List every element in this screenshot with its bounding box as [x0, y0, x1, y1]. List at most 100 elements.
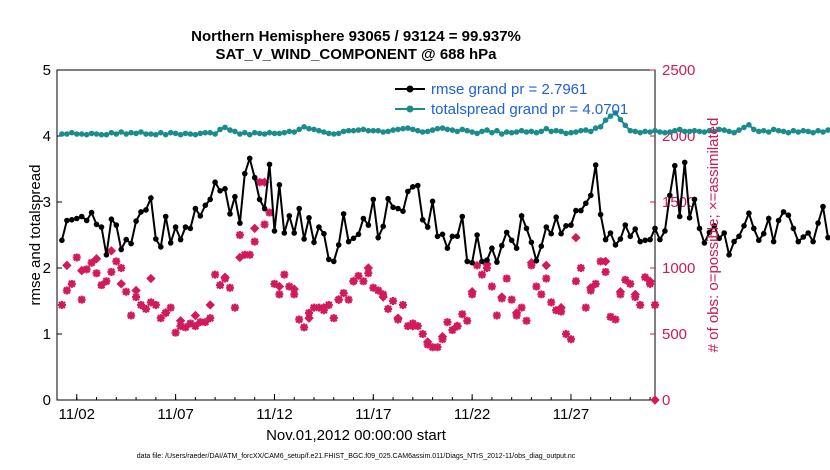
possible-obs-marker — [333, 294, 344, 305]
assimilated-obs-marker — [122, 287, 131, 296]
y-axis-left: 0 1 2 3 4 5 — [43, 62, 62, 409]
assimilated-obs-marker — [77, 295, 86, 304]
series-point — [321, 129, 327, 135]
assimilated-obs-cross — [601, 267, 610, 276]
assimilated-obs-marker — [290, 290, 299, 299]
possible-obs-marker — [146, 273, 156, 284]
assimilated-obs-marker — [532, 282, 541, 291]
series-point — [103, 131, 110, 138]
assimilated-obs-marker — [507, 295, 516, 304]
assimilated-obs-cross — [606, 312, 615, 321]
series-point — [770, 238, 777, 245]
assimilated-obs-cross — [492, 311, 501, 320]
series-point — [508, 237, 515, 244]
assimilated-obs-cross — [487, 282, 496, 291]
assimilated-obs-cross — [636, 300, 645, 309]
assimilated-obs-cross — [309, 303, 318, 312]
series-point — [780, 209, 787, 215]
series-point — [158, 244, 164, 250]
series-point — [474, 232, 480, 238]
assimilated-obs-marker — [250, 237, 259, 246]
series-point — [494, 127, 500, 134]
series-point — [78, 131, 85, 137]
assimilated-obs-marker — [82, 265, 91, 274]
series-point — [385, 128, 391, 135]
assimilated-obs-cross — [127, 311, 136, 320]
series-point — [736, 127, 742, 133]
possible-obs-marker — [556, 302, 566, 313]
series-point — [360, 126, 367, 133]
series-point — [415, 127, 421, 134]
possible-obs-marker — [249, 223, 260, 234]
series-point — [182, 224, 189, 230]
series-point — [489, 129, 495, 136]
assimilated-obs-cross — [502, 274, 511, 283]
series-point — [785, 212, 792, 218]
series-point — [676, 213, 683, 220]
assimilated-obs-cross — [384, 304, 393, 313]
series-point — [657, 129, 663, 135]
assimilated-obs-cross — [537, 290, 546, 299]
assimilated-obs-cross — [156, 314, 165, 323]
series-point — [335, 130, 342, 137]
series-point — [217, 188, 223, 194]
series-point — [108, 216, 115, 222]
assimilated-obs-marker — [403, 322, 412, 331]
possible-obs-marker — [274, 281, 285, 292]
assimilated-obs-marker — [636, 300, 645, 309]
series-point — [261, 131, 268, 137]
series-point — [251, 129, 258, 136]
assimilated-obs-cross — [176, 322, 185, 331]
series-point — [291, 230, 298, 236]
series-point — [271, 130, 278, 137]
assimilated-obs-cross — [141, 304, 150, 313]
assimilated-obs-cross — [102, 277, 111, 286]
assimilated-obs-marker — [448, 326, 457, 335]
series-point — [197, 130, 204, 137]
assimilated-obs-marker — [389, 297, 398, 305]
assimilated-obs-marker — [305, 308, 314, 317]
assimilated-obs-marker — [329, 314, 338, 323]
assimilated-obs-marker — [492, 311, 501, 320]
series-point — [429, 198, 436, 205]
series-point — [281, 230, 288, 236]
series-point — [494, 259, 500, 265]
assimilated-obs-marker — [196, 318, 205, 327]
assimilated-obs-marker — [428, 343, 437, 352]
assimilated-obs-cross — [591, 279, 600, 288]
assimilated-obs-cross — [359, 277, 368, 286]
series-point — [538, 243, 545, 249]
series-point — [746, 210, 752, 216]
assimilated-obs-marker — [280, 270, 289, 279]
series-point — [266, 129, 273, 136]
series-point — [780, 128, 787, 135]
series-point — [227, 211, 233, 217]
series-point — [543, 224, 550, 230]
assimilated-obs-marker — [596, 257, 605, 266]
series-point — [232, 128, 238, 135]
series-point — [113, 222, 120, 228]
possible-obs-marker — [467, 287, 477, 297]
series-point — [469, 259, 475, 266]
x-tick-label: 11/02 — [59, 406, 95, 423]
assimilated-obs-marker — [626, 279, 635, 288]
series-point — [237, 131, 243, 137]
assimilated-obs-marker — [433, 343, 442, 352]
possible-obs-marker — [408, 321, 418, 331]
assimilated-obs-marker — [137, 300, 146, 309]
assimilated-obs-marker — [166, 303, 175, 312]
series-point — [123, 236, 129, 243]
chart-title-line1: Northern Hemisphere 93065 / 93124 = 99.9… — [191, 28, 521, 45]
series-point — [800, 234, 807, 240]
y-tick-label-right: 500 — [662, 326, 687, 343]
series-point — [148, 195, 154, 201]
possible-obs-marker — [586, 283, 596, 293]
assimilated-obs-marker — [240, 250, 249, 259]
series-point — [726, 128, 732, 135]
y-tick-label-left: 5 — [43, 62, 51, 79]
series-point — [592, 125, 599, 131]
assimilated-obs-marker — [458, 310, 467, 319]
series-point — [326, 130, 332, 137]
assimilated-obs-cross — [324, 300, 333, 309]
assimilated-obs-marker — [156, 314, 165, 323]
